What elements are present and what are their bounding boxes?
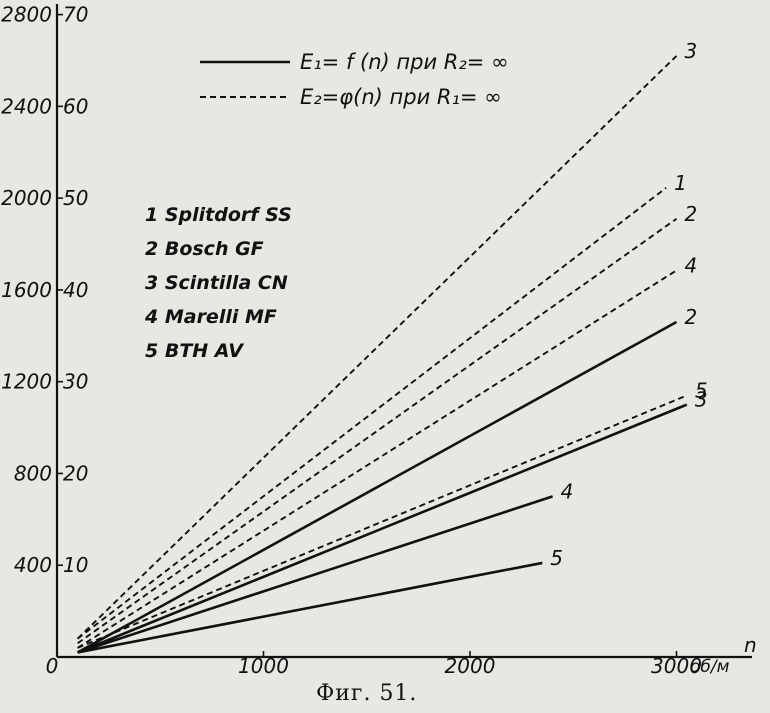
legend-label-solid: E₁= f (n) при R₂= ∞ [300, 50, 509, 74]
x-tick-label: 1000 [238, 654, 289, 678]
x-tick-label: 0 [46, 654, 59, 678]
series-line-solid-3 [77, 403, 688, 654]
machine-list: 1 Splitdorf SS 2 Bosch GF 3 Scintilla CN 4 … [144, 204, 292, 362]
machine-item: 5 BTH AV [145, 340, 244, 362]
series-label-solid-4: 4 [561, 479, 574, 503]
machine-item: 3 Scintilla CN [145, 272, 288, 294]
x-tick-label: 3000 [651, 654, 702, 678]
y-tick-label-inner: 50 [63, 186, 88, 210]
series-label-dashed-4: 4 [685, 253, 698, 277]
series-line-solid-4 [77, 495, 554, 654]
y-tick-label-outer: 2800 [1, 3, 52, 27]
y-tick-label-outer: 800 [14, 461, 52, 485]
legend-label-dashed: E₂=φ(n) при R₁= ∞ [300, 85, 502, 109]
series-label-solid-2: 2 [685, 305, 698, 329]
series-line-dashed-5 [77, 394, 688, 649]
y-tick-label-inner: 20 [63, 461, 88, 485]
series-label-dashed-5: 5 [695, 378, 708, 402]
y-tick-label-outer: 400 [14, 553, 52, 577]
x-tick-label: 2000 [445, 654, 496, 678]
y-tick-label-inner: 70 [63, 3, 88, 27]
y-tick-label-outer: 1600 [1, 278, 52, 302]
series-line-solid-5 [77, 561, 543, 654]
machine-item: 1 Splitdorf SS [145, 204, 292, 226]
y-tick-label-outer: 1200 [1, 370, 52, 394]
series-label-solid-3: 3 [695, 388, 708, 412]
y-ticks: 400 800 1200 1600 2000 2400 2800 10 20 30 40 50 60 70 [1, 3, 88, 578]
y-tick-label-outer: 2000 [1, 186, 52, 210]
series-line-solid-2 [77, 320, 678, 654]
x-ticks: 0 1000 2000 3000 [46, 651, 702, 678]
series-label-dashed-1: 1 [674, 171, 687, 195]
axes: n об/м [55, 4, 757, 677]
machine-item: 4 Marelli MF [144, 306, 277, 328]
series-line-dashed-2 [77, 218, 678, 645]
series-labels: 3 1 2 4 5 2 3 4 5 [550, 39, 707, 570]
machine-item: 2 Bosch GF [145, 238, 264, 260]
y-tick-label-inner: 40 [63, 278, 88, 302]
legend: E₁= f (n) при R₂= ∞ E₂=φ(n) при R₁= ∞ [200, 50, 509, 109]
series-lines [76, 55, 688, 654]
y-tick-label-outer: 2400 [1, 94, 52, 118]
figure-caption: Фиг. 51. [316, 681, 417, 706]
series-line-dashed-1 [77, 187, 667, 640]
y-tick-label-inner: 30 [63, 370, 88, 394]
series-label-dashed-3: 3 [685, 39, 698, 63]
series-label-solid-5: 5 [550, 546, 563, 570]
series-line-dashed-4 [77, 269, 678, 649]
y-tick-label-inner: 60 [63, 94, 88, 118]
x-axis-letter: n [744, 633, 757, 657]
y-tick-label-inner: 10 [63, 553, 88, 577]
x-axis-unit: об/м [690, 657, 730, 677]
series-label-dashed-2: 2 [685, 202, 698, 226]
